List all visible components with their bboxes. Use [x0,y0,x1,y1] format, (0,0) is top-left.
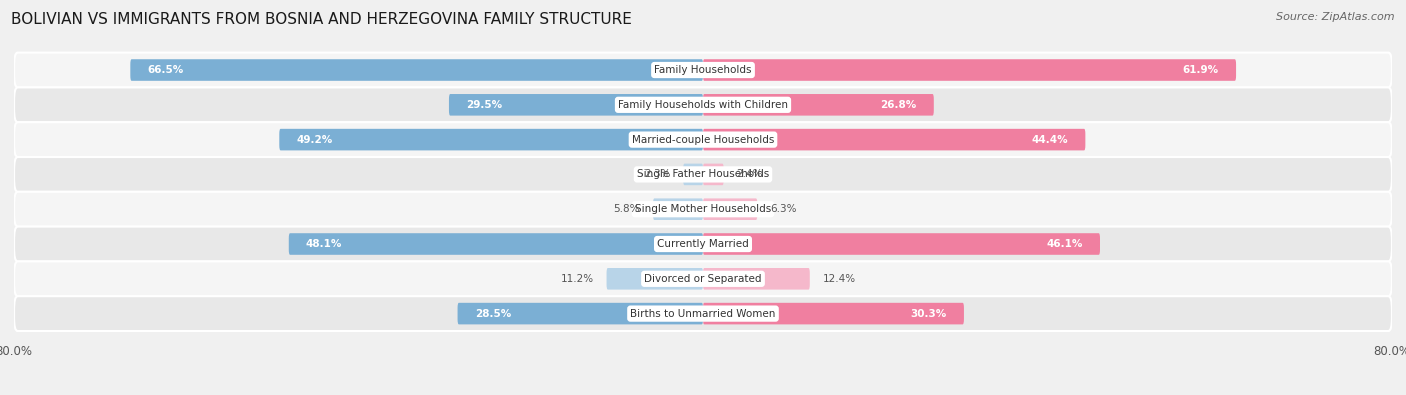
Text: 28.5%: 28.5% [475,308,510,319]
FancyBboxPatch shape [14,261,1392,296]
Text: 48.1%: 48.1% [307,239,343,249]
FancyBboxPatch shape [652,198,703,220]
Text: 11.2%: 11.2% [561,274,593,284]
FancyBboxPatch shape [703,129,1085,150]
Text: Family Households with Children: Family Households with Children [619,100,787,110]
FancyBboxPatch shape [703,233,1099,255]
Text: 2.3%: 2.3% [644,169,671,179]
Text: 26.8%: 26.8% [880,100,917,110]
Text: Divorced or Separated: Divorced or Separated [644,274,762,284]
Text: BOLIVIAN VS IMMIGRANTS FROM BOSNIA AND HERZEGOVINA FAMILY STRUCTURE: BOLIVIAN VS IMMIGRANTS FROM BOSNIA AND H… [11,12,633,27]
FancyBboxPatch shape [703,94,934,116]
FancyBboxPatch shape [457,303,703,324]
Text: 30.3%: 30.3% [911,308,946,319]
Text: 49.2%: 49.2% [297,135,333,145]
FancyBboxPatch shape [703,59,1236,81]
Text: 61.9%: 61.9% [1182,65,1219,75]
FancyBboxPatch shape [683,164,703,185]
FancyBboxPatch shape [14,53,1392,87]
FancyBboxPatch shape [280,129,703,150]
FancyBboxPatch shape [14,192,1392,227]
FancyBboxPatch shape [288,233,703,255]
Text: Family Households: Family Households [654,65,752,75]
FancyBboxPatch shape [14,296,1392,331]
Text: 29.5%: 29.5% [467,100,502,110]
Text: 44.4%: 44.4% [1032,135,1069,145]
Text: 12.4%: 12.4% [823,274,856,284]
FancyBboxPatch shape [14,227,1392,261]
FancyBboxPatch shape [703,268,810,290]
FancyBboxPatch shape [14,122,1392,157]
FancyBboxPatch shape [14,157,1392,192]
Text: Source: ZipAtlas.com: Source: ZipAtlas.com [1277,12,1395,22]
Text: Currently Married: Currently Married [657,239,749,249]
Text: 46.1%: 46.1% [1046,239,1083,249]
Text: 66.5%: 66.5% [148,65,184,75]
Text: 5.8%: 5.8% [613,204,640,214]
Text: Births to Unmarried Women: Births to Unmarried Women [630,308,776,319]
Text: Single Mother Households: Single Mother Households [636,204,770,214]
FancyBboxPatch shape [449,94,703,116]
Text: Single Father Households: Single Father Households [637,169,769,179]
FancyBboxPatch shape [606,268,703,290]
FancyBboxPatch shape [14,87,1392,122]
FancyBboxPatch shape [703,303,965,324]
Text: 2.4%: 2.4% [737,169,763,179]
FancyBboxPatch shape [131,59,703,81]
FancyBboxPatch shape [703,164,724,185]
FancyBboxPatch shape [703,198,758,220]
Text: 6.3%: 6.3% [770,204,797,214]
Text: Married-couple Households: Married-couple Households [631,135,775,145]
